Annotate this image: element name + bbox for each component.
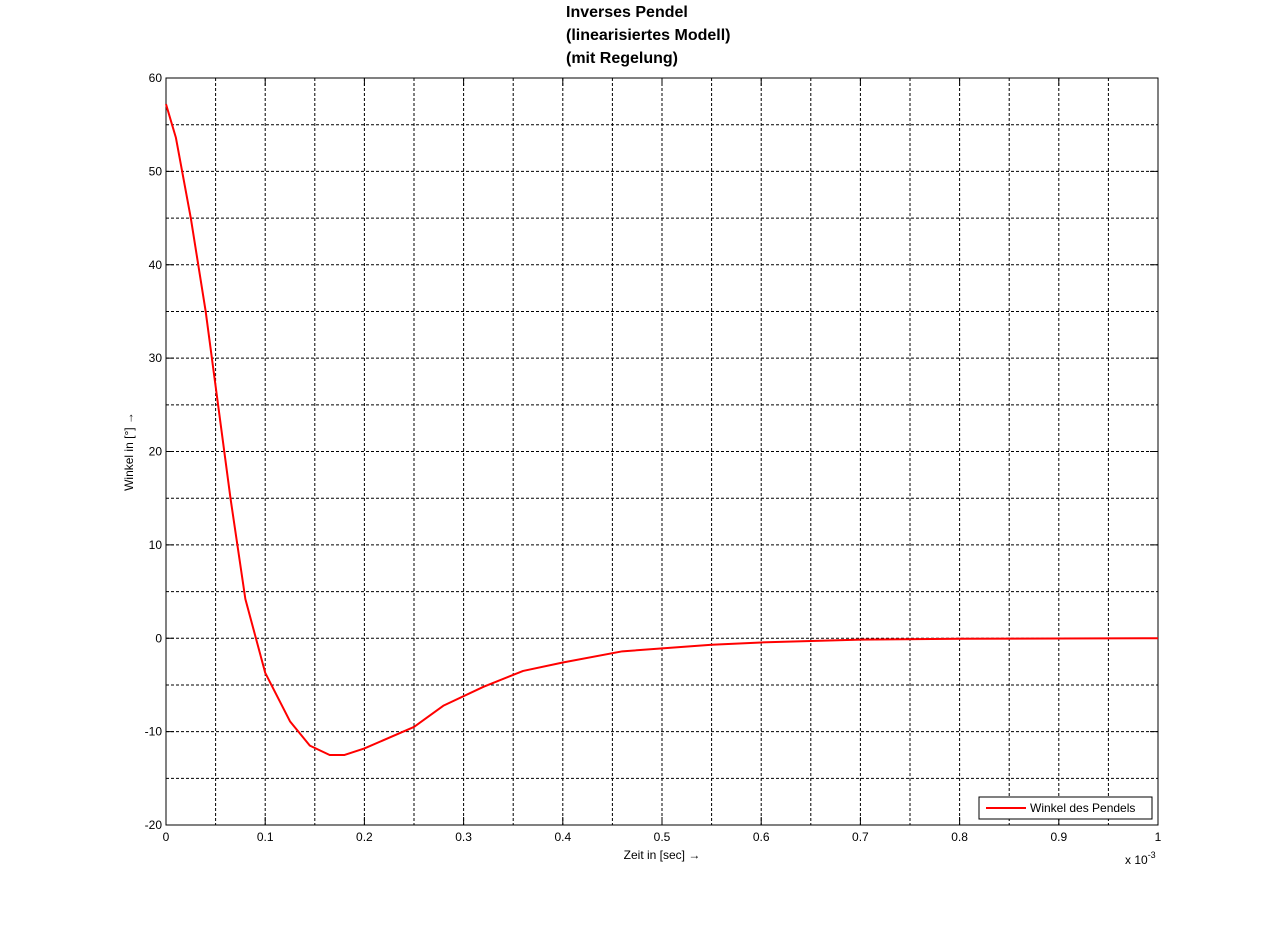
chart-title: (mit Regelung) xyxy=(566,50,678,67)
y-axis-label: Winkel in [°] → xyxy=(122,412,136,491)
y-tick-label: 50 xyxy=(149,164,163,178)
x-tick-label: 1 xyxy=(1155,830,1162,844)
y-tick-label: -10 xyxy=(145,725,163,739)
x-tick-label: 0.9 xyxy=(1050,830,1067,844)
y-tick-label: 40 xyxy=(149,258,163,272)
y-tick-label: 30 xyxy=(149,351,163,365)
y-tick-label: -20 xyxy=(145,818,163,832)
x-tick-label: 0.8 xyxy=(951,830,968,844)
x-tick-label: 0.3 xyxy=(455,830,472,844)
x-tick-label: 0.4 xyxy=(554,830,571,844)
chart-title: (linearisiertes Modell) xyxy=(566,27,731,44)
legend-box xyxy=(978,796,1153,820)
y-tick-label: 0 xyxy=(155,631,162,645)
x-axis-label: Zeit in [sec] → xyxy=(624,848,701,862)
chart-title: Inverses Pendel xyxy=(566,4,688,21)
x-scale-base: x 10 xyxy=(1125,853,1148,867)
y-tick-label: 10 xyxy=(149,538,163,552)
x-tick-label: 0.6 xyxy=(753,830,770,844)
legend-label: Winkel des Pendels xyxy=(1030,801,1135,815)
y-tick-label: 60 xyxy=(149,71,163,85)
y-tick-label: 20 xyxy=(149,445,163,459)
x-tick-label: 0 xyxy=(163,830,170,844)
data-line xyxy=(165,103,1159,756)
x-scale-label: x 10-3 xyxy=(1125,850,1156,867)
x-tick-label: 0.2 xyxy=(356,830,373,844)
x-scale-exponent: -3 xyxy=(1148,850,1156,860)
x-tick-label: 0.1 xyxy=(257,830,274,844)
x-tick-label: 0.7 xyxy=(852,830,869,844)
x-tick-label: 0.5 xyxy=(654,830,671,844)
